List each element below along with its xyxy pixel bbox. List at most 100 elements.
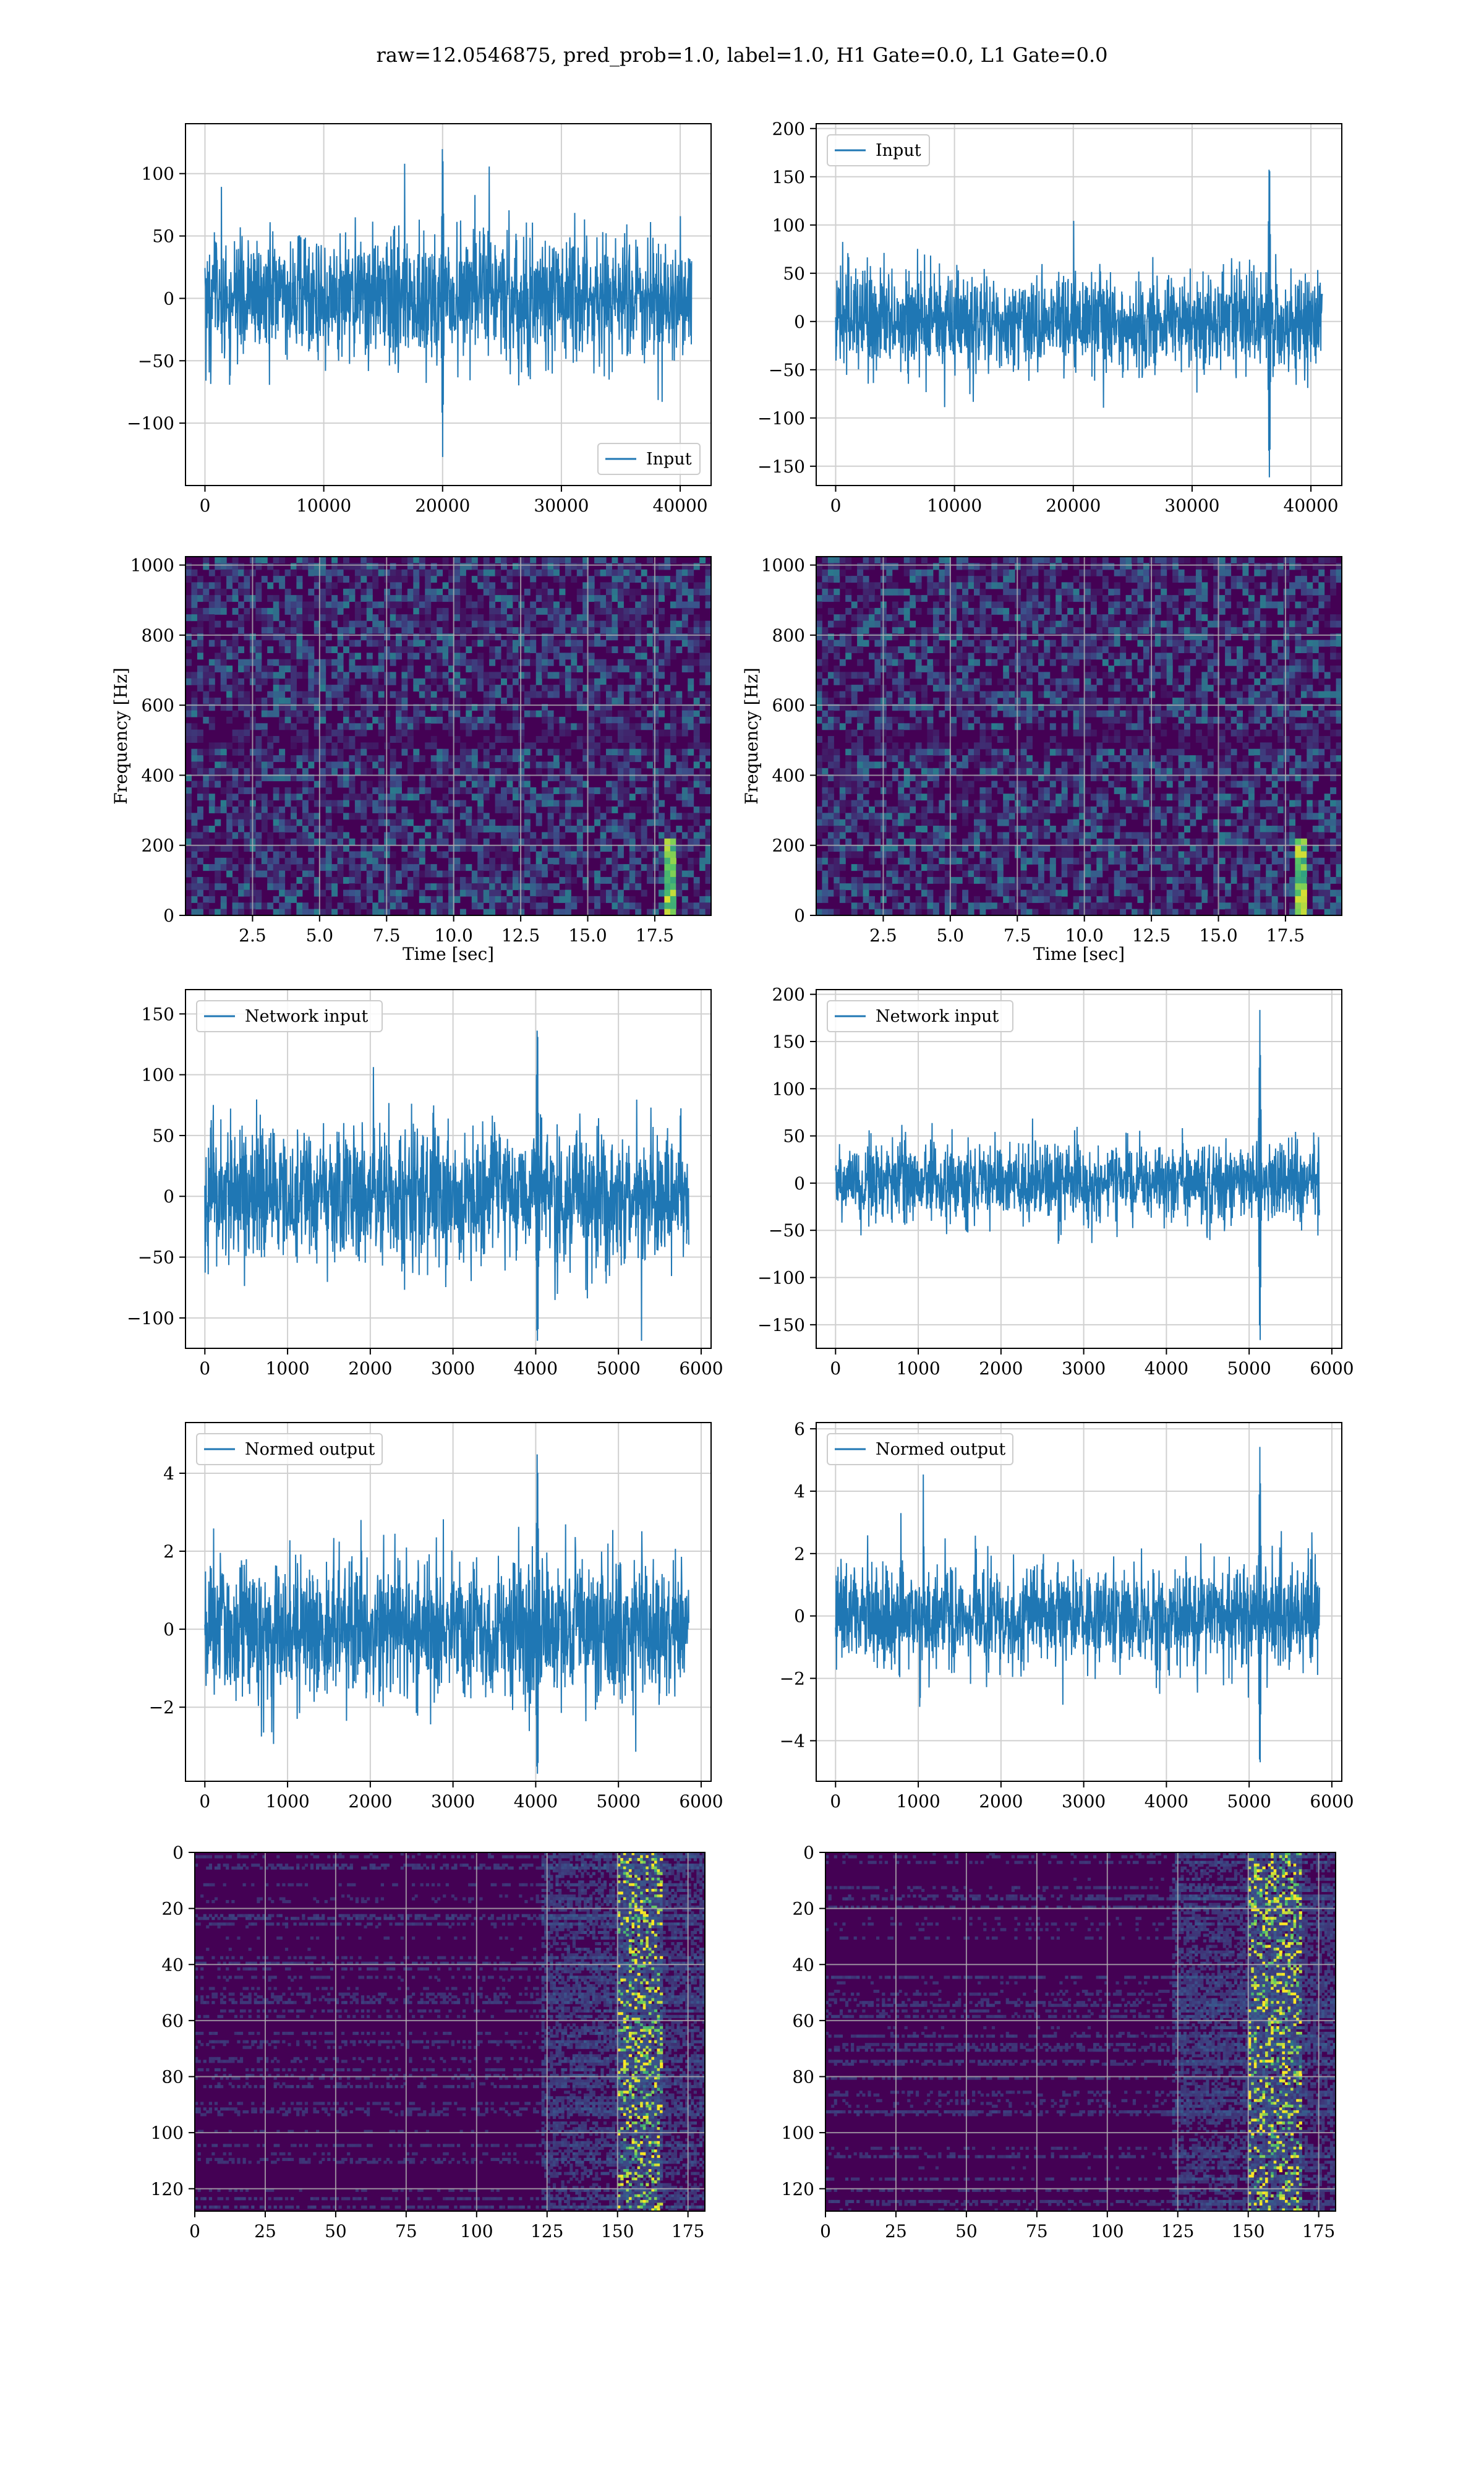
h1-network-input-xtick-label: 6000	[679, 1358, 723, 1379]
h1-normed-output-xtick-label: 3000	[431, 1791, 475, 1812]
h1-network-input-xtick-label: 0	[199, 1358, 210, 1379]
h1-network-input-ytick-label: 100	[142, 1065, 174, 1085]
l1-input-ytick-label: 100	[772, 215, 805, 236]
l1-network-input-xtick-label: 5000	[1227, 1358, 1271, 1379]
l1-spectrogram-ytick-label: 200	[772, 836, 805, 856]
h1-feature-map-xtick-label: 75	[395, 2221, 417, 2241]
l1-normed-output-xtick-label: 3000	[1062, 1791, 1106, 1812]
h1-network-input-ytick-label: 150	[142, 1004, 174, 1024]
l1-spectrogram-xtick-label: 5.0	[937, 925, 965, 946]
l1-normed-output-legend-label: Normed output	[876, 1440, 1005, 1459]
l1-normed-output-series-line	[835, 1447, 1320, 1762]
h1-spectrogram-xtick-label: 15.0	[568, 925, 607, 946]
l1-feature-map-xtick-label: 25	[885, 2221, 907, 2241]
l1-input-xtick-label: 40000	[1284, 495, 1339, 516]
l1-input-xtick-label: 0	[830, 495, 842, 516]
l1-spectrogram-ylabel: Frequency [Hz]	[741, 667, 762, 804]
l1-network-input-legend-label: Network input	[876, 1007, 999, 1026]
l1-normed-output-panel: 0 1000 2000 3000 4000 5000 6000−4−20246Normed …	[780, 1419, 1354, 1812]
h1-spectrogram-ylabel: Frequency [Hz]	[111, 667, 131, 804]
l1-network-input-series-line	[835, 1010, 1320, 1340]
l1-input-xtick-label: 10000	[927, 495, 982, 516]
l1-network-input-ytick-label: 100	[772, 1079, 805, 1099]
h1-feature-map-xtick-label: 0	[189, 2221, 200, 2241]
h1-feature-map-ytick-label: 40	[161, 1954, 184, 1975]
h1-network-input-xtick-label: 4000	[514, 1358, 558, 1379]
h1-network-input-xtick-label: 3000	[431, 1358, 475, 1379]
l1-spectrogram-xtick-label: 2.5	[869, 925, 897, 946]
h1-input-legend-label: Input	[646, 450, 692, 469]
l1-input-ytick-label: −150	[757, 456, 805, 477]
h1-feature-map-xtick-label: 150	[601, 2221, 634, 2241]
h1-spectrogram-xtick-label: 2.5	[239, 925, 267, 946]
l1-spectrogram-xlabel: Time [sec]	[1033, 944, 1125, 964]
h1-network-input-legend: Network input	[197, 1001, 382, 1032]
h1-spectrogram-ytick-label: 600	[142, 695, 174, 716]
l1-normed-output-legend: Normed output	[827, 1434, 1013, 1465]
l1-input-ytick-label: 200	[772, 119, 805, 139]
h1-input-xtick-label: 20000	[415, 495, 470, 516]
h1-network-input-ytick-label: 50	[152, 1126, 174, 1146]
l1-spectrogram-xtick-label: 15.0	[1199, 925, 1237, 946]
h1-network-input-ytick-label: −100	[127, 1308, 174, 1329]
h1-network-input-xtick-label: 5000	[597, 1358, 641, 1379]
l1-feature-map-xtick-label: 0	[820, 2221, 831, 2241]
l1-input-ytick-label: 50	[783, 263, 805, 284]
l1-feature-map-xtick-label: 50	[955, 2221, 978, 2241]
l1-input-ytick-label: 0	[794, 312, 805, 332]
l1-spectrogram-ytick-label: 0	[794, 905, 805, 926]
l1-input-legend-label: Input	[876, 141, 921, 160]
h1-feature-map-ytick-label: 100	[151, 2123, 184, 2143]
l1-spectrogram-ytick-label: 1000	[761, 555, 805, 576]
l1-feature-map-ytick-label: 20	[792, 1899, 814, 1919]
h1-spectrogram-ytick-label: 800	[142, 625, 174, 646]
l1-spectrogram-xtick-label: 10.0	[1065, 925, 1104, 946]
l1-spectrogram-ytick-label: 600	[772, 695, 805, 716]
l1-network-input-panel: 0 1000 2000 3000 4000 5000 6000−150−100−500501…	[757, 985, 1354, 1379]
l1-input-xtick-label: 20000	[1046, 495, 1101, 516]
l1-normed-output-xtick-label: 2000	[979, 1791, 1023, 1812]
h1-network-input-series-line	[205, 1030, 689, 1340]
l1-spectrogram-ytick-label: 800	[772, 625, 805, 646]
h1-spectrogram-panel: 2.5 5.0 7.5 10.0 12.5 15.0 17.5020040060080010…	[111, 555, 712, 964]
h1-normed-output-xtick-label: 5000	[597, 1791, 641, 1812]
l1-normed-output-xtick-label: 1000	[896, 1791, 940, 1812]
l1-network-input-ytick-label: 150	[772, 1032, 805, 1052]
l1-normed-output-ytick-label: −4	[780, 1731, 805, 1751]
l1-feature-map-ytick-label: 80	[792, 2067, 814, 2087]
h1-spectrogram-ytick-label: 1000	[130, 555, 174, 576]
h1-spectrogram-xtick-label: 10.0	[435, 925, 473, 946]
l1-input-series-line	[836, 169, 1323, 477]
h1-normed-output-legend: Normed output	[197, 1434, 382, 1465]
h1-network-input-panel: 0 1000 2000 3000 4000 5000 6000−100−5005010015…	[127, 990, 723, 1379]
h1-network-input-ytick-label: 0	[163, 1186, 174, 1207]
h1-normed-output-xtick-label: 4000	[514, 1791, 558, 1812]
h1-input-xtick-label: 0	[200, 495, 211, 516]
l1-network-input-ytick-label: −150	[757, 1315, 805, 1335]
l1-input-ytick-label: −50	[769, 360, 805, 380]
l1-feature-map-ytick-label: 60	[792, 2011, 814, 2031]
h1-input-xtick-label: 10000	[296, 495, 351, 516]
h1-normed-output-series-line	[205, 1455, 689, 1774]
h1-normed-output-ytick-label: 0	[163, 1619, 174, 1640]
l1-normed-output-ytick-label: −2	[780, 1669, 805, 1689]
h1-spectrogram-xtick-label: 12.5	[501, 925, 540, 946]
h1-input-ytick-label: −50	[138, 351, 174, 371]
h1-spectrogram-ytick-label: 0	[163, 905, 174, 926]
l1-network-input-ytick-label: 50	[783, 1126, 805, 1147]
l1-feature-map-ytick-label: 100	[782, 2123, 814, 2143]
l1-network-input-ytick-label: 0	[794, 1173, 805, 1194]
l1-feature-map-ytick-label: 120	[782, 2179, 814, 2199]
l1-normed-output-ytick-label: 2	[794, 1544, 805, 1564]
l1-feature-map-xtick-label: 175	[1302, 2221, 1335, 2241]
h1-feature-map-ytick-label: 0	[173, 1843, 184, 1863]
h1-network-input-xtick-label: 1000	[265, 1358, 309, 1379]
l1-feature-map-ytick-label: 40	[792, 1954, 814, 1975]
l1-spectrogram-panel: 2.5 5.0 7.5 10.0 12.5 15.0 17.5020040060080010…	[741, 555, 1342, 964]
h1-input-xtick-label: 30000	[534, 495, 589, 516]
l1-feature-map-xtick-label: 75	[1026, 2221, 1048, 2241]
h1-feature-map-xtick-label: 175	[672, 2221, 704, 2241]
